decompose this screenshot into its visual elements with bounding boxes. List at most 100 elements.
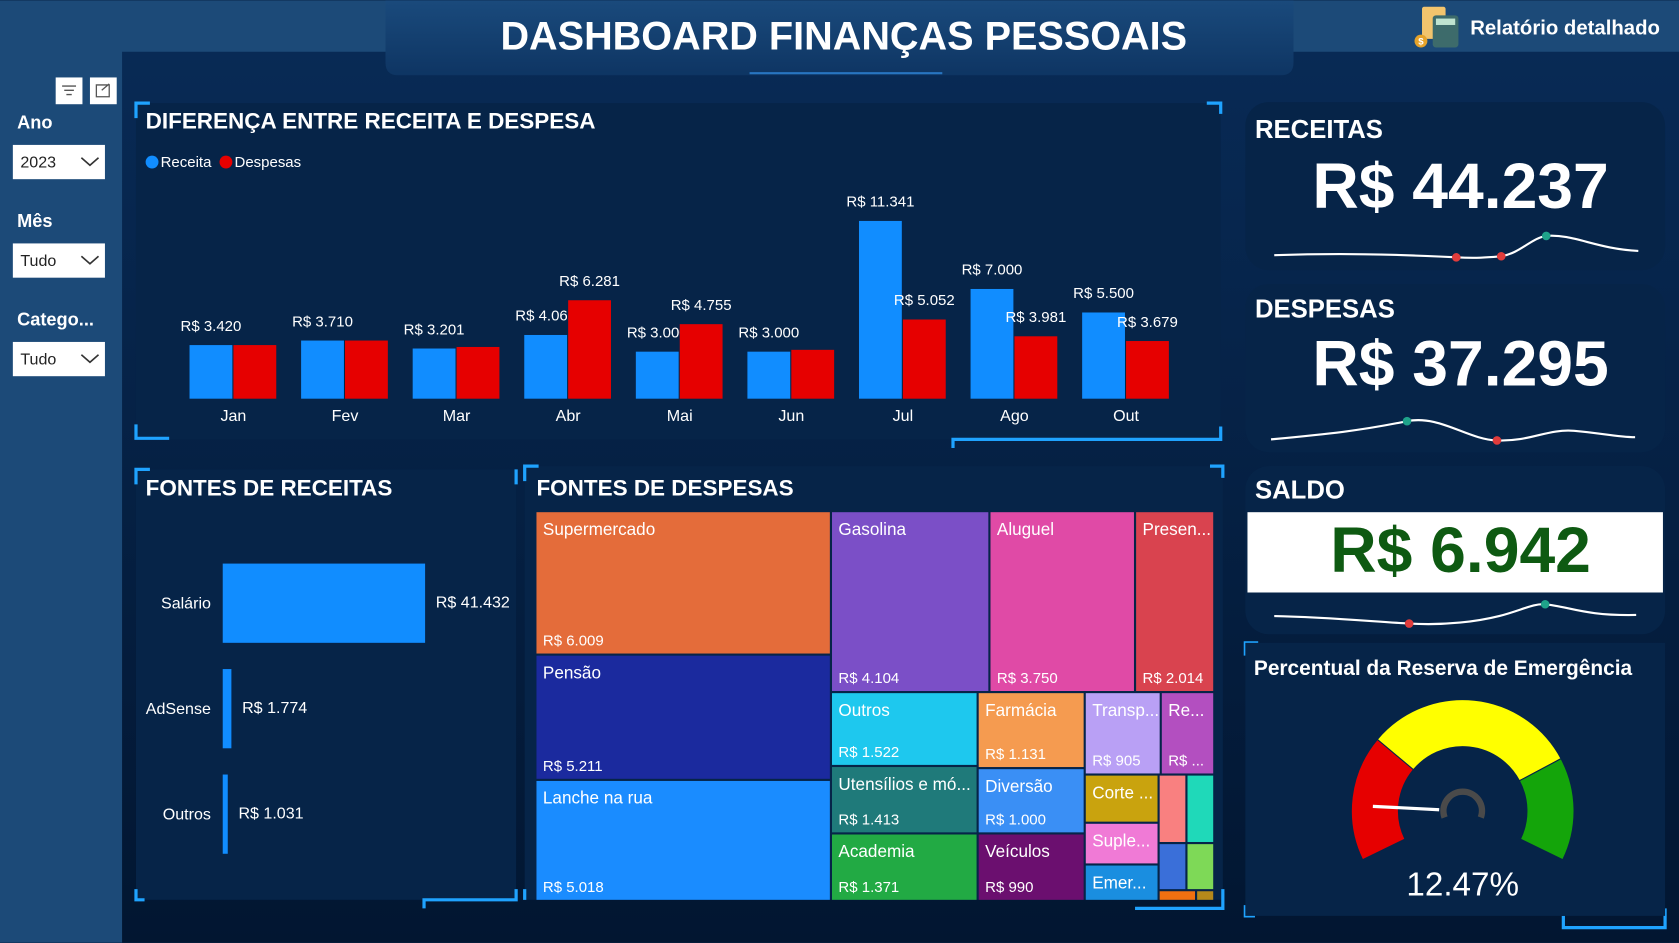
treemap-tile bbox=[1197, 891, 1214, 900]
kpi-card bbox=[1245, 284, 1666, 453]
kpi-title: DESPESAS bbox=[1255, 296, 1395, 324]
tile-value: R$ 6.009 bbox=[543, 633, 604, 650]
dropdown[interactable] bbox=[12, 341, 105, 377]
data-label: R$ 3.201 bbox=[404, 321, 465, 338]
tile-value: R$ ... bbox=[1168, 753, 1204, 770]
treemap-tile bbox=[1187, 844, 1214, 890]
dropdown[interactable] bbox=[12, 243, 105, 278]
treemap-tile bbox=[1187, 775, 1214, 842]
tile-value: R$ 1.413 bbox=[838, 812, 899, 829]
data-label: R$ 1.031 bbox=[238, 804, 303, 822]
tile-label: Emer... bbox=[1092, 872, 1146, 892]
data-label: R$ 41.432 bbox=[436, 593, 510, 611]
title-banner bbox=[385, 0, 1294, 76]
tile-label: Academia bbox=[838, 841, 915, 861]
data-label: R$ 4.755 bbox=[671, 297, 732, 314]
x-tick-label: Mar bbox=[443, 407, 471, 425]
dropdown-value: Tudo bbox=[20, 252, 56, 270]
treemap-tile bbox=[1085, 693, 1160, 774]
treemap-tile bbox=[536, 780, 830, 900]
tile-label: Re... bbox=[1168, 700, 1204, 720]
tile-label: Lanche na rua bbox=[543, 788, 653, 808]
tile-label: Gasolina bbox=[838, 519, 906, 539]
y-tick-label: AdSense bbox=[146, 700, 211, 718]
dropdown-value: Tudo bbox=[20, 350, 56, 368]
treemap-tile bbox=[1085, 775, 1158, 822]
data-label: R$ 1.774 bbox=[242, 699, 307, 717]
bar bbox=[858, 220, 902, 399]
sparkline bbox=[1270, 234, 1639, 626]
data-label: R$ 4.065 bbox=[515, 308, 576, 325]
x-tick-label: Fev bbox=[332, 407, 359, 425]
treemap-tile bbox=[1136, 512, 1214, 692]
kpi-value: R$ 44.237 bbox=[1312, 150, 1608, 222]
data-label: R$ 5.500 bbox=[1073, 285, 1134, 302]
bar bbox=[1126, 341, 1169, 399]
bar bbox=[970, 288, 1014, 399]
bar bbox=[791, 349, 835, 399]
panel bbox=[135, 469, 517, 900]
report-icon[interactable]: $ bbox=[1414, 6, 1459, 48]
kpi-value: R$ 6.942 bbox=[1330, 514, 1591, 586]
x-tick-label: Jul bbox=[893, 407, 914, 425]
tile-label: Supermercado bbox=[543, 519, 655, 539]
treemap-tile bbox=[978, 834, 1084, 900]
x-tick-label: Mai bbox=[667, 407, 693, 425]
tile-value: R$ 905 bbox=[1092, 753, 1140, 770]
bar bbox=[345, 340, 388, 399]
data-label: R$ 5.052 bbox=[894, 292, 955, 309]
bar bbox=[222, 563, 426, 643]
x-tick-label: Abr bbox=[556, 407, 582, 425]
x-tick-label: Out bbox=[1113, 407, 1139, 425]
treemap-tile bbox=[1085, 865, 1158, 900]
bar bbox=[679, 324, 723, 399]
x-tick-label: Jan bbox=[220, 407, 246, 425]
page-title: DASHBOARD FINANÇAS PESSOAIS bbox=[500, 14, 1187, 58]
treemap-tile bbox=[832, 834, 977, 900]
treemap-tile bbox=[1085, 823, 1158, 864]
kpi-card bbox=[1245, 102, 1666, 271]
kpi-title: RECEITAS bbox=[1255, 116, 1383, 144]
tile-value: R$ 5.211 bbox=[543, 758, 603, 775]
data-label: R$ 3.679 bbox=[1117, 314, 1178, 331]
sparkline-dots bbox=[1402, 231, 1551, 628]
dropdown[interactable] bbox=[12, 144, 105, 180]
dropdown-chevron bbox=[80, 157, 100, 167]
tile-label: Transp... bbox=[1092, 700, 1159, 720]
tile-value: R$ 1.131 bbox=[985, 746, 1046, 763]
bar bbox=[301, 340, 344, 399]
tile-value: R$ 990 bbox=[985, 879, 1033, 896]
bar bbox=[189, 345, 233, 399]
tile-label: Corte ... bbox=[1092, 782, 1153, 802]
gauge-band bbox=[1376, 699, 1562, 782]
y-tick-label: Salário bbox=[161, 595, 211, 613]
dropdown-value: 2023 bbox=[20, 153, 56, 171]
data-label: R$ 3.981 bbox=[1005, 309, 1066, 326]
tile-value: R$ 2.014 bbox=[1143, 670, 1204, 687]
bar bbox=[412, 348, 456, 399]
bar bbox=[222, 774, 228, 854]
report-link[interactable]: Relatório detalhado bbox=[1470, 18, 1660, 40]
gauge-hub bbox=[1440, 788, 1486, 819]
bar bbox=[524, 334, 568, 399]
gauge-needle bbox=[1372, 804, 1440, 812]
tile-value: R$ 3.750 bbox=[997, 670, 1058, 687]
bar bbox=[1014, 336, 1058, 399]
focus-icon[interactable] bbox=[89, 77, 117, 105]
gauge-value: 12.47% bbox=[1406, 867, 1519, 904]
x-tick-label: Ago bbox=[1000, 407, 1029, 425]
panel bbox=[1245, 642, 1666, 916]
bar bbox=[747, 351, 791, 399]
tile-value: R$ 4.104 bbox=[838, 670, 899, 687]
tile-value: R$ 1.000 bbox=[985, 812, 1046, 829]
tile-label: Suple... bbox=[1092, 831, 1150, 851]
treemap-tile bbox=[832, 512, 989, 692]
data-label: R$ 6.281 bbox=[559, 273, 620, 290]
tile-label: Utensílios e mó... bbox=[838, 774, 970, 794]
saldo-box bbox=[1247, 512, 1663, 593]
tile-label: Farmácia bbox=[985, 700, 1057, 720]
bar bbox=[902, 319, 946, 399]
treemap-tile bbox=[832, 767, 977, 833]
